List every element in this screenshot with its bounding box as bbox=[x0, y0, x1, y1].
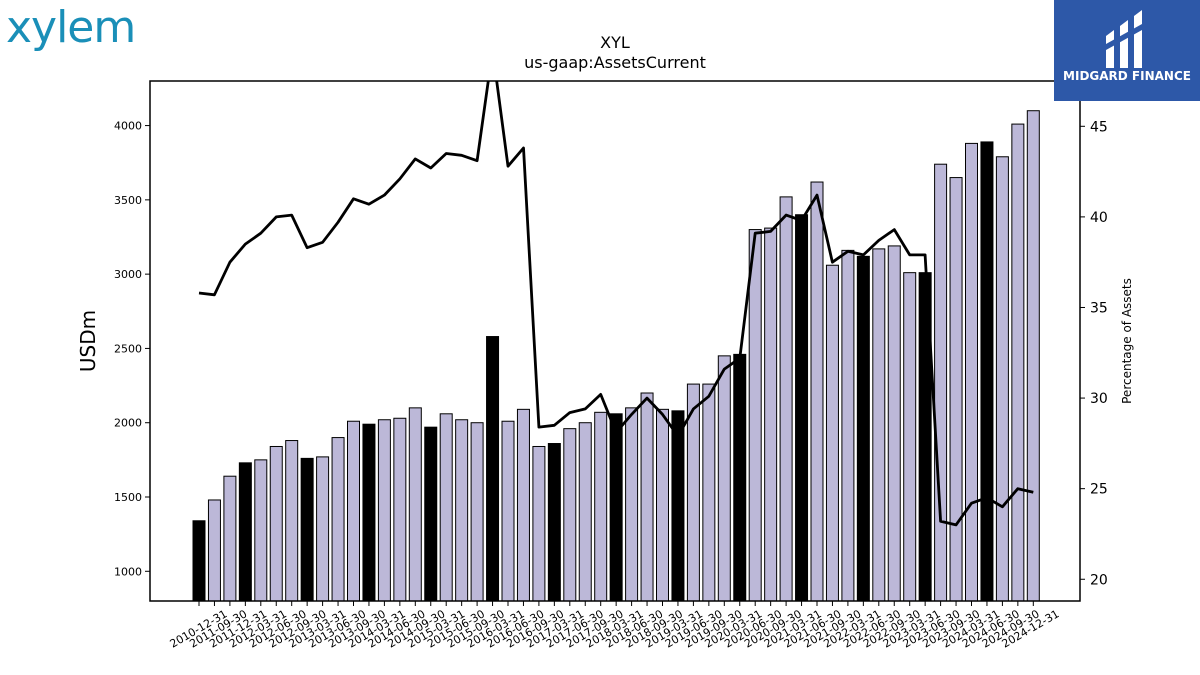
percentage-line bbox=[198, 81, 1034, 527]
bar-2013-09-30 bbox=[362, 423, 376, 602]
bar-2022-03-31 bbox=[887, 245, 901, 602]
bar-2024-06-30 bbox=[1026, 110, 1040, 602]
bar-2020-09-30 bbox=[795, 214, 809, 602]
y-tick-label: 2000 bbox=[114, 417, 142, 430]
bar-2014-09-30 bbox=[424, 426, 438, 602]
y-tick-label: 3000 bbox=[114, 268, 142, 281]
bar-2017-06-30 bbox=[594, 411, 608, 602]
bar-2012-12-31 bbox=[316, 456, 330, 602]
bar-2013-06-30 bbox=[347, 420, 360, 602]
bar-2022-06-30 bbox=[903, 272, 917, 602]
chart-subtitle: us-gaap:AssetsCurrent bbox=[524, 53, 706, 72]
bar-2021-06-30 bbox=[841, 249, 855, 602]
bar-2021-03-31 bbox=[825, 264, 839, 602]
bar-2022-12-31 bbox=[934, 163, 948, 602]
bar-2017-03-31 bbox=[578, 422, 592, 602]
bar-2020-03-31 bbox=[764, 227, 778, 602]
bar-2012-06-30 bbox=[285, 440, 299, 602]
bar-2017-12-31 bbox=[625, 407, 639, 602]
bar-2014-12-31 bbox=[439, 413, 453, 602]
bar-2012-03-31 bbox=[269, 445, 283, 602]
bar-2016-09-30 bbox=[547, 443, 561, 602]
bar-2023-03-31 bbox=[949, 177, 963, 602]
midgard-m-icon bbox=[1106, 10, 1142, 68]
bar-2015-09-30 bbox=[486, 336, 500, 602]
y-axis-right: 20 25 30 35 40 45 bbox=[1080, 119, 1108, 588]
bar-2023-12-31 bbox=[995, 156, 1009, 602]
bar-2012-09-30 bbox=[300, 457, 314, 602]
y-axis-left: 1000 1500 2000 2500 3000 3500 4000 bbox=[114, 120, 150, 578]
bar-2016-12-31 bbox=[563, 428, 577, 602]
bar-2011-09-30 bbox=[238, 462, 252, 602]
bar-2016-06-30 bbox=[532, 445, 546, 602]
y2-tick-label: 25 bbox=[1090, 482, 1108, 498]
bar-2013-03-31 bbox=[331, 437, 345, 602]
line-group bbox=[198, 81, 1034, 527]
y-tick-label: 3500 bbox=[114, 194, 142, 207]
y2-tick-label: 35 bbox=[1090, 300, 1108, 316]
y-axis-label: USDm bbox=[76, 310, 100, 372]
bar-2019-09-30 bbox=[733, 353, 747, 602]
bar-2019-12-31 bbox=[748, 229, 762, 602]
x-axis: 2010-12-312011-09-302011-12-312012-03-31… bbox=[168, 601, 1062, 651]
y2-tick-label: 30 bbox=[1090, 391, 1108, 407]
midgard-finance-logo: MIDGARD FINANCE bbox=[1054, 0, 1200, 101]
bar-group bbox=[192, 110, 1040, 602]
y-tick-label: 1000 bbox=[114, 565, 142, 578]
bar-2015-06-30 bbox=[470, 422, 484, 602]
chart-title: XYL bbox=[600, 33, 630, 52]
bar-2014-03-31 bbox=[393, 417, 407, 602]
bar-2015-12-31 bbox=[501, 420, 515, 602]
bar-2014-06-30 bbox=[408, 407, 422, 602]
bar-2019-06-30 bbox=[717, 355, 731, 602]
y-tick-label: 1500 bbox=[114, 491, 142, 504]
bar-2018-06-30 bbox=[656, 408, 669, 602]
bar-2010-12-31 bbox=[192, 520, 206, 602]
bar-2017-09-30 bbox=[609, 413, 623, 602]
y2-tick-label: 20 bbox=[1090, 572, 1108, 588]
bar-2020-12-31 bbox=[810, 181, 824, 602]
bar-2018-03-31 bbox=[640, 392, 654, 602]
bar-2016-03-31 bbox=[516, 408, 530, 602]
bar-2021-09-30 bbox=[856, 255, 870, 602]
bar-2021-12-31 bbox=[872, 248, 886, 602]
y2-tick-label: 40 bbox=[1090, 210, 1108, 226]
bar-2011-03-31 bbox=[207, 499, 221, 602]
bar-2019-03-31 bbox=[702, 383, 716, 602]
xylem-logo: xylem bbox=[6, 2, 136, 53]
bar-2013-12-31 bbox=[377, 419, 391, 602]
plot-frame bbox=[149, 80, 1081, 602]
bar-2018-09-30 bbox=[671, 410, 685, 602]
y2-axis-label: Percentage of Assets bbox=[1120, 278, 1134, 404]
bar-2023-09-30 bbox=[980, 141, 994, 602]
bar-2011-06-30 bbox=[223, 475, 237, 602]
bar-2020-06-30 bbox=[779, 196, 793, 602]
bar-2015-03-31 bbox=[455, 419, 469, 602]
bar-2011-12-31 bbox=[254, 459, 268, 602]
y2-tick-label: 45 bbox=[1090, 119, 1108, 135]
midgard-finance-label: MIDGARD FINANCE bbox=[1063, 69, 1191, 83]
bar-2024-03-31 bbox=[1011, 123, 1025, 602]
y-tick-label: 4000 bbox=[114, 120, 142, 133]
y-tick-label: 2500 bbox=[114, 342, 142, 355]
bar-2023-06-30 bbox=[965, 142, 978, 602]
